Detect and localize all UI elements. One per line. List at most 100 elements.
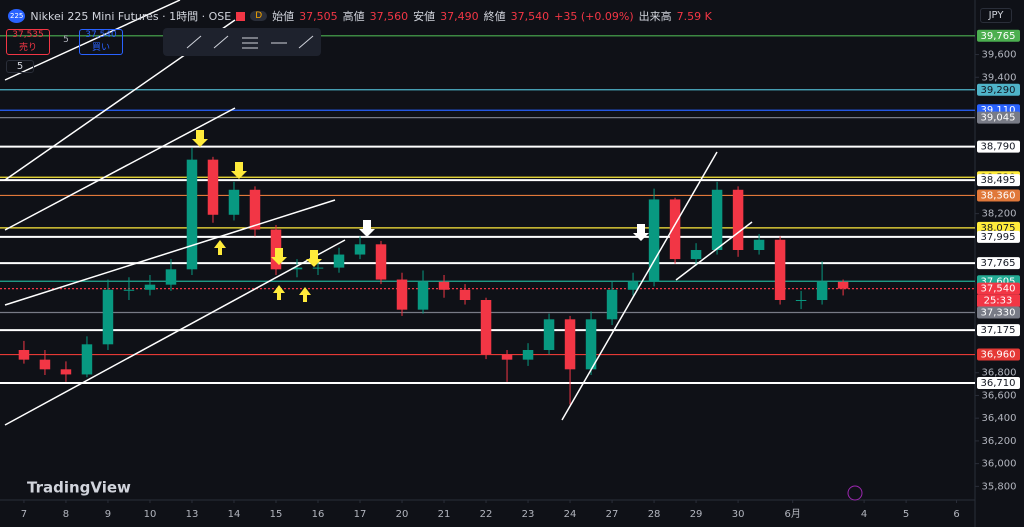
candle-body bbox=[648, 199, 660, 282]
countdown-box bbox=[977, 294, 1020, 307]
logo: TradingView bbox=[27, 479, 131, 497]
y-tick-label: 38,200 bbox=[982, 209, 1017, 220]
y-tick-label: 36,400 bbox=[982, 413, 1017, 424]
x-tick-label: 21 bbox=[438, 509, 451, 520]
change: +35 (+0.09%) bbox=[554, 9, 634, 23]
indicator-count[interactable]: 5 bbox=[6, 60, 34, 73]
x-tick-label: 22 bbox=[480, 509, 493, 520]
level-label: 39,765 bbox=[981, 31, 1016, 42]
candle-body bbox=[291, 267, 303, 270]
arrows bbox=[192, 130, 322, 302]
candle-body bbox=[396, 279, 408, 310]
level-label-box bbox=[977, 306, 1020, 319]
candle-body bbox=[627, 281, 639, 290]
candle-body bbox=[753, 239, 765, 250]
x-tick-label: 4 bbox=[861, 509, 867, 520]
y-tick-label: 36,000 bbox=[982, 459, 1017, 470]
price-labels: 39,76539,29039,11039,04538,79038,52038,4… bbox=[977, 29, 1020, 389]
candle-body bbox=[102, 289, 114, 345]
candle-body bbox=[186, 159, 198, 270]
candle-body bbox=[816, 281, 828, 300]
x-tick-label: 20 bbox=[396, 509, 409, 520]
candle-body bbox=[564, 319, 576, 370]
level-label: 37,995 bbox=[981, 232, 1016, 243]
sell-price: 37,535 bbox=[12, 30, 44, 40]
x-tick-label: 8 bbox=[63, 509, 69, 520]
header: 225 Nikkei 225 Mini Futures · 1時間 · OSE … bbox=[8, 8, 712, 24]
toolbar[interactable] bbox=[163, 28, 321, 56]
level-label-box bbox=[977, 174, 1020, 187]
x-tick-label: 7 bbox=[21, 509, 27, 520]
level-label: 36,960 bbox=[981, 350, 1016, 361]
candle-body bbox=[228, 189, 240, 215]
arrows bbox=[359, 220, 649, 241]
candle-body bbox=[333, 254, 345, 268]
ohlc-value: 37,505 bbox=[299, 9, 338, 23]
countdown: 25:33 bbox=[984, 296, 1013, 307]
buy-label: 買い bbox=[91, 43, 110, 53]
x-tick-label: 24 bbox=[564, 509, 577, 520]
ohlc-value: 37,560 bbox=[369, 9, 409, 23]
y-tick-label: 39,400 bbox=[982, 72, 1017, 83]
volume-label: 出来高 bbox=[638, 10, 672, 23]
level-label-box bbox=[977, 257, 1020, 270]
candle-body bbox=[795, 300, 807, 301]
level-label-box bbox=[977, 29, 1020, 42]
level-label-box bbox=[977, 83, 1020, 96]
symbol-title: Nikkei 225 Mini Futures · 1時間 · OSE bbox=[30, 10, 232, 23]
level-label-box bbox=[977, 189, 1020, 202]
candle-body bbox=[690, 250, 702, 260]
candle-body bbox=[18, 350, 30, 360]
flash-icon[interactable] bbox=[847, 485, 863, 501]
candle-body bbox=[501, 354, 513, 360]
level-label: 39,290 bbox=[981, 85, 1016, 96]
candle-body bbox=[39, 359, 51, 370]
alert-dot bbox=[236, 11, 246, 21]
ohlc-label: 終値 bbox=[483, 10, 506, 23]
candle-body bbox=[543, 319, 555, 350]
x-tick-label: 9 bbox=[105, 509, 111, 520]
x-tick-label: 14 bbox=[228, 509, 241, 520]
level-label-box bbox=[977, 111, 1020, 124]
x-tick-label: 15 bbox=[270, 509, 283, 520]
volume: 7.59 K bbox=[676, 9, 712, 23]
buy-price: 37,540 bbox=[85, 30, 117, 40]
sell-label: 売り bbox=[18, 43, 37, 53]
level-label: 37,330 bbox=[981, 308, 1016, 319]
level-label: 38,360 bbox=[981, 190, 1016, 201]
sell-button[interactable]: 37,535 売り bbox=[6, 29, 50, 55]
candle-body bbox=[165, 269, 177, 285]
candle-body bbox=[837, 281, 849, 289]
candle-body bbox=[669, 199, 681, 260]
ohlc-label: 安値 bbox=[413, 10, 436, 23]
symbol-icon: 225 bbox=[8, 9, 26, 23]
x-tick-label: 27 bbox=[606, 509, 619, 520]
ohlc-label: 高値 bbox=[342, 10, 365, 23]
y-tick-label: 36,800 bbox=[982, 368, 1017, 379]
candle-body bbox=[207, 159, 219, 215]
candle-body bbox=[123, 289, 135, 291]
x-tick-label: 10 bbox=[144, 509, 157, 520]
level-label: 38,790 bbox=[981, 142, 1016, 153]
x-tick-label: 29 bbox=[690, 509, 703, 520]
spread: 5 bbox=[63, 35, 69, 45]
candle-body bbox=[144, 284, 156, 290]
candle-body bbox=[459, 289, 471, 300]
candle-body bbox=[60, 369, 72, 375]
level-label-box bbox=[977, 348, 1020, 361]
badge: D bbox=[250, 11, 268, 21]
buy-button[interactable]: 37,540 買い bbox=[79, 29, 123, 55]
trend-lines bbox=[4, 0, 753, 426]
level-label: 37,765 bbox=[981, 258, 1016, 269]
y-tick-label: 35,800 bbox=[982, 481, 1017, 492]
candle-body bbox=[522, 350, 534, 360]
level-label: 37,175 bbox=[981, 325, 1016, 336]
x-tick-label: 28 bbox=[648, 509, 661, 520]
x-tick-label: 30 bbox=[732, 509, 745, 520]
currency[interactable]: JPY bbox=[980, 8, 1012, 23]
candle-body bbox=[375, 244, 387, 280]
level-label-box bbox=[977, 221, 1020, 234]
candle-body bbox=[732, 189, 744, 250]
